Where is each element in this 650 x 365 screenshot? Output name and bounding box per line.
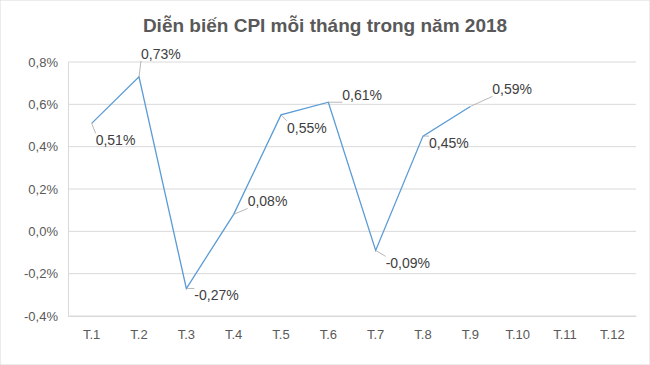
x-axis: T.1 T.2 T.3 T.4 T.5 T.6 T.7 T.8 T.9 T.10 T.11 T.12 [69,316,637,342]
grid-line [68,189,636,190]
label-leader [470,96,492,106]
x-tick-label: T.9 [462,327,479,342]
x-tick-label: T.5 [272,327,289,342]
data-label: 0,73% [141,46,181,62]
x-tick: T.8 [414,316,431,342]
data-label: 0,59% [492,81,532,97]
data-label: 0,45% [429,135,469,151]
y-tick: 0,2% [28,182,68,197]
x-tick-label: T.1 [83,327,100,342]
data-labels: 0,51% 0,73% -0,27% 0,08% 0,55% 0,61% -0,09% 0,4… [92,46,532,304]
data-label: -0,27% [194,287,238,303]
x-tick: T.6 [320,316,337,342]
y-tick-label: 0,0% [28,224,58,239]
y-tick-label: 0,2% [28,182,58,197]
title: Diễn biến CPI mỗi tháng trong năm 2018 [143,15,507,36]
y-tick: 0,8% [28,55,68,70]
x-tick-label: T.8 [414,327,431,342]
x-tick: T.5 [272,316,289,342]
label-leader [139,61,141,77]
data-label: -0,09% [386,255,430,271]
x-tick: T.2 [130,316,147,342]
grid-line [68,273,636,274]
x-tick: T.7 [367,316,384,342]
y-tick-label: -0,2% [24,266,58,281]
x-tick: T.3 [178,316,195,342]
x-tick: T.1 [83,316,100,342]
x-tick: T.10 [505,316,530,342]
y-tick: 0,6% [28,97,68,112]
grid [68,62,636,316]
y-tick: -0,4% [24,309,68,324]
x-tick-label: T.6 [320,327,337,342]
label-leader [376,250,386,256]
y-tick: 0,0% [28,224,68,239]
x-tick: T.12 [600,316,625,342]
x-tick: T.9 [462,316,479,342]
plot-area: -0,4%-0,2%0,0%0,2%0,4%0,6%0,8%T.1T.2T.3T… [24,46,636,342]
x-tick-label: T.12 [600,327,625,342]
label-leader [234,208,248,214]
y-axis-line [68,63,69,317]
x-tick-label: T.10 [505,327,530,342]
y-tick-label: 0,6% [28,97,58,112]
x-tick-label: T.11 [553,327,577,342]
x-tick-label: T.3 [178,327,195,342]
x-tick-label: T.4 [225,327,242,342]
y-tick-label: 0,4% [28,139,58,154]
data-label: 0,51% [96,132,136,148]
label-leader [186,288,194,289]
x-tick: T.11 [553,316,577,342]
x-axis-line [69,316,637,317]
grid-line [68,104,636,105]
data-label: 0,55% [287,120,327,136]
grid-line [68,316,636,317]
x-tick-label: T.7 [367,327,384,342]
data-label: 0,08% [248,193,288,209]
y-tick-label: -0,4% [24,309,58,324]
y-axis: -0,4% -0,2% 0,0% 0,2% 0,4% 0,6% 0,8% [24,55,68,324]
label-leader [328,102,342,103]
y-tick: -0,2% [24,266,68,281]
cpi-line [92,77,471,289]
data-label: 0,61% [342,87,382,103]
grid-line [68,231,636,232]
marks [92,77,471,289]
x-tick: T.4 [225,316,242,342]
background [0,0,650,365]
x-tick-label: T.2 [130,327,147,342]
y-tick-label: 0,8% [28,55,58,70]
grid-line [68,146,636,147]
chart: Diễn biến CPI mỗi tháng trong năm 2018 -0… [0,0,650,365]
y-tick: 0,4% [28,139,68,154]
